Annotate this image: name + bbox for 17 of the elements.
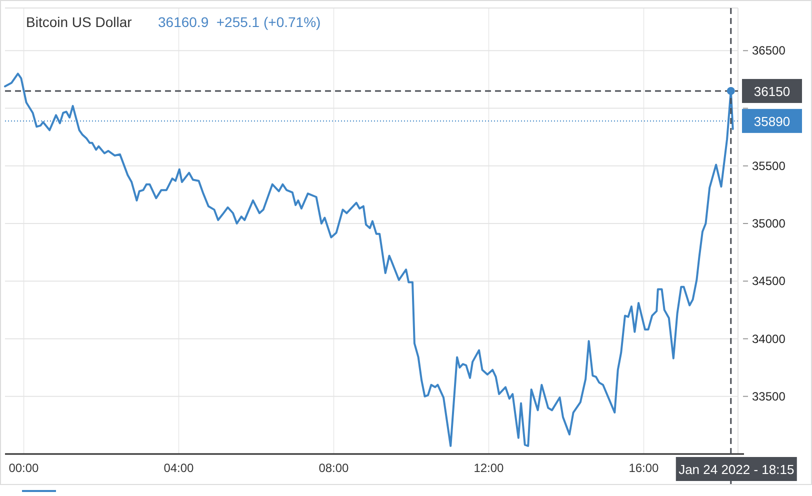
y-tick-label: 36500 (752, 44, 786, 58)
y-tick-label: 35500 (752, 158, 786, 173)
y-tick-label: 34500 (752, 274, 786, 288)
x-tick-label: 16:00 (628, 461, 660, 475)
line-series (4, 72, 735, 447)
ref-line-label: 36150 (754, 84, 790, 99)
y-tick-label: 34000 (752, 332, 786, 346)
x-tick-label: 08:00 (318, 461, 350, 475)
x-tick-label: 12:00 (474, 461, 504, 475)
x-tick-label: 00:00 (8, 461, 40, 475)
text: 36160.9 +255.1 (+0.71%) (158, 14, 321, 30)
y-tick-label: 35000 (752, 216, 786, 231)
y-tick-label: 33500 (752, 389, 786, 404)
ref-line-label: Jan 24 2022 - 18:15 (678, 462, 794, 477)
x-tick-label: 04:00 (164, 461, 194, 475)
text: Bitcoin US Dollar (26, 14, 132, 30)
ref-line-label: 35890 (754, 114, 790, 129)
